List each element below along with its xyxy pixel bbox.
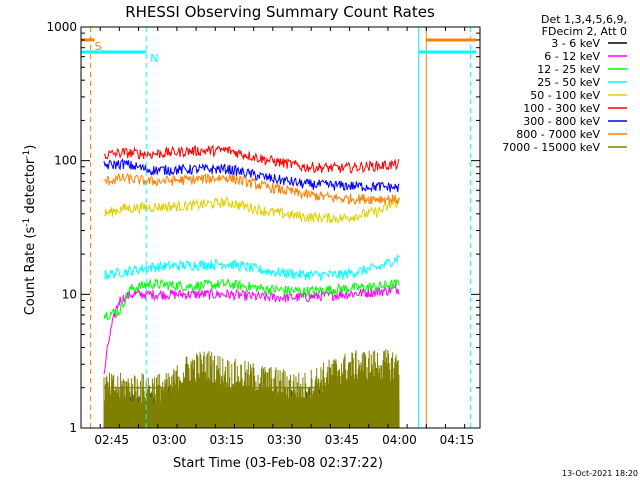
y-label-part: detector [23, 158, 38, 218]
y-tick-label: 100 [54, 154, 77, 168]
overlay-layer: SN [81, 27, 477, 428]
legend-entry-4: 50 - 100 keV [530, 89, 600, 102]
y-label-superscript: -1 [22, 218, 32, 227]
series-2 [103, 277, 400, 321]
legend-entry-5: 100 - 300 keV [523, 102, 600, 115]
legend-entry-0: 3 - 6 keV [551, 37, 600, 50]
timestamp: 13-Oct-2021 18:20 [562, 469, 638, 478]
series-1 [103, 284, 400, 375]
plot-area [81, 27, 480, 428]
x-axis-label: Start Time (03-Feb-08 02:37:22) [173, 456, 383, 471]
legend-header: FDecim 2, Att 0 [542, 25, 627, 38]
legend-header: Det 1,3,4,5,6,9, [541, 13, 627, 26]
legend: Det 1,3,4,5,6,9,FDecim 2, Att 03 - 6 keV… [502, 13, 627, 154]
series-line-6 [103, 157, 400, 193]
series-6 [103, 157, 400, 193]
flag-label-0: S [95, 40, 102, 53]
series-5 [103, 144, 400, 174]
x-tick-label: 02:45 [94, 433, 129, 447]
axes-layer: 1 10 100 1000 02:45 03:00 03:15 03:30 03:45 04:00… [46, 20, 481, 447]
flag-label-1: N [150, 52, 158, 65]
x-tick-label: 04:15 [440, 433, 475, 447]
series-line-5 [103, 144, 400, 174]
y-tick-label: 1 [69, 421, 77, 435]
y-label-part: ) [23, 145, 38, 150]
y-tick-label: 10 [62, 287, 77, 301]
series-line-3 [103, 254, 400, 282]
series-4 [103, 196, 400, 224]
legend-entry-1: 6 - 12 keV [544, 50, 600, 63]
x-tick-label: 03:45 [325, 433, 360, 447]
series-8 [103, 349, 400, 428]
legend-entry-2: 12 - 25 keV [537, 63, 600, 76]
series-3 [103, 254, 400, 282]
series-line-4 [103, 196, 400, 224]
series-7 [103, 172, 400, 206]
series-mark-8 [103, 349, 400, 428]
series-line-2 [103, 277, 400, 321]
legend-entry-7: 800 - 7000 keV [516, 128, 600, 141]
x-tick-label: 03:00 [152, 433, 187, 447]
series-layer [103, 144, 400, 428]
y-label-part: Count Rate (s [23, 227, 38, 316]
x-tick-label: 03:30 [267, 433, 302, 447]
x-tick-label: 04:00 [382, 433, 417, 447]
y-axis-label: Count Rate (s-1 detector-1) [22, 145, 38, 316]
legend-entry-6: 300 - 800 keV [523, 115, 600, 128]
legend-entry-3: 25 - 50 keV [537, 76, 600, 89]
plot-background [81, 27, 480, 428]
series-line-1 [103, 284, 400, 375]
series-line-7 [103, 172, 400, 206]
y-tick-label: 1000 [46, 20, 77, 34]
y-label-superscript: -1 [22, 150, 32, 159]
x-tick-label: 03:15 [209, 433, 244, 447]
legend-entry-8: 7000 - 15000 keV [502, 141, 600, 154]
chart-title: RHESSI Observing Summary Count Rates [125, 3, 435, 21]
plot-frame [80, 26, 481, 429]
